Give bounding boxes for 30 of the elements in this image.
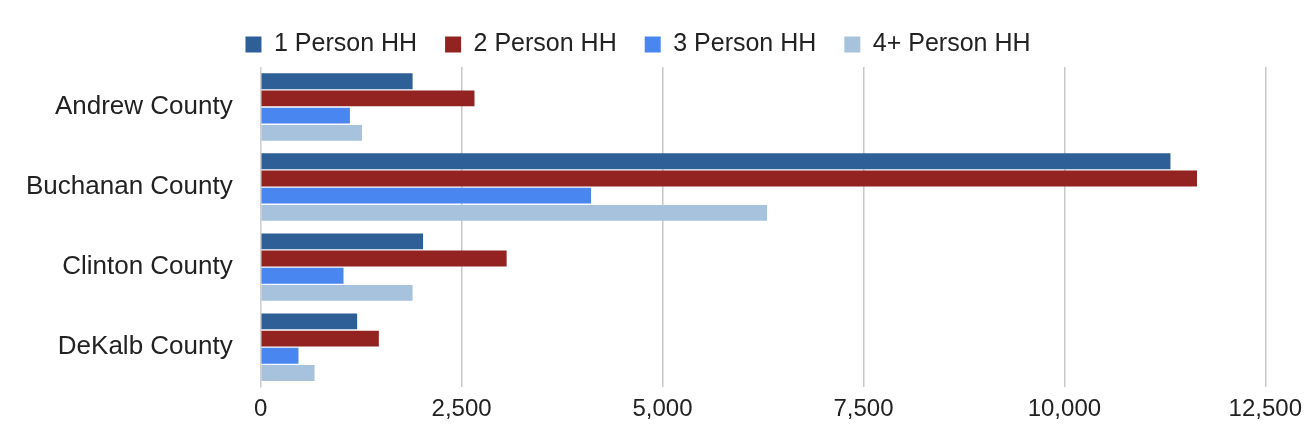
bar bbox=[261, 170, 1197, 187]
legend-label: 1 Person HH bbox=[273, 28, 418, 57]
bar bbox=[261, 153, 1171, 170]
bar bbox=[261, 90, 475, 107]
y-tick-label: Buchanan County bbox=[25, 170, 233, 201]
bar bbox=[261, 73, 413, 90]
x-tick-label: 5,000 bbox=[632, 394, 693, 422]
y-tick-label: Andrew County bbox=[54, 90, 233, 121]
x-tick-label: 2,500 bbox=[431, 394, 492, 422]
bar bbox=[261, 267, 344, 284]
x-tick-label: 12,500 bbox=[1228, 394, 1302, 422]
y-tick-label: Clinton County bbox=[62, 250, 233, 281]
bar bbox=[261, 233, 424, 250]
bar bbox=[261, 107, 350, 124]
legend-label: 2 Person HH bbox=[473, 28, 617, 57]
bar bbox=[261, 313, 358, 330]
x-tick-label: 0 bbox=[254, 394, 268, 422]
x-tick-label: 7,500 bbox=[833, 394, 894, 422]
bar bbox=[261, 124, 362, 141]
bar bbox=[261, 285, 413, 301]
y-tick-label: DeKalb County bbox=[57, 330, 233, 361]
x-tick-label: 10,000 bbox=[1027, 394, 1102, 422]
bar bbox=[261, 347, 299, 364]
bar bbox=[261, 330, 379, 347]
legend-label: 3 Person HH bbox=[673, 28, 817, 57]
bar bbox=[261, 204, 768, 221]
bar bbox=[261, 187, 592, 204]
legend-label: 4+ Person HH bbox=[872, 28, 1031, 57]
bar bbox=[261, 250, 507, 267]
bar bbox=[261, 365, 315, 381]
